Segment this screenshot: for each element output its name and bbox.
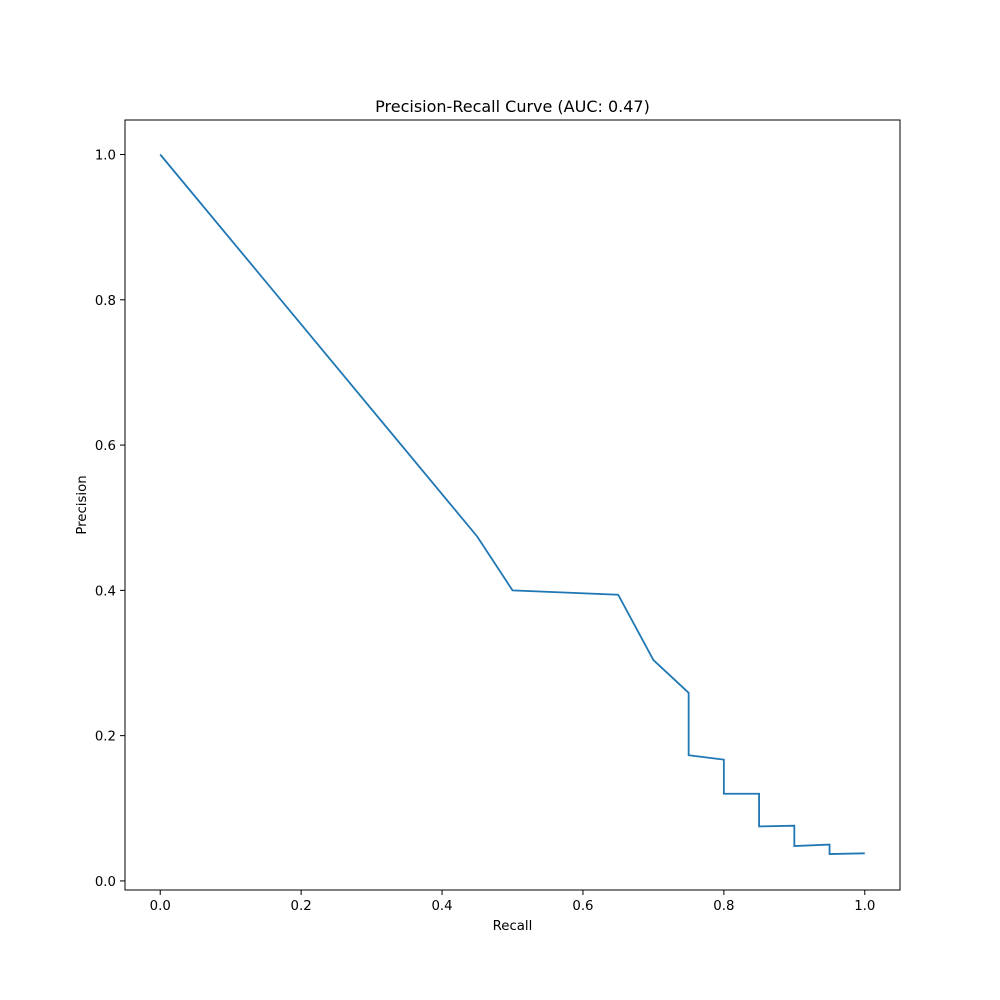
axes-frame — [124, 119, 901, 891]
plot-area — [159, 153, 865, 855]
x-tick-label: 0.4 — [431, 899, 452, 914]
x-tick-label: 0.0 — [150, 899, 171, 914]
x-tick-label: 0.6 — [572, 899, 593, 914]
y-tick-label: 1.0 — [95, 149, 116, 164]
y-axis: 0.0 0.2 0.4 0.6 0.8 1.0 — [95, 149, 125, 890]
y-tick-label: 0.4 — [95, 584, 116, 599]
x-tick-label: 0.8 — [713, 899, 734, 914]
chart-title: Precision-Recall Curve (AUC: 0.47) — [375, 97, 650, 116]
x-tick-label: 1.0 — [854, 899, 875, 914]
x-axis: 0.0 0.2 0.4 0.6 0.8 1.0 — [150, 890, 875, 914]
x-axis-label: Recall — [493, 919, 533, 934]
pr-curve-line — [159, 153, 865, 855]
y-axis-label: Precision — [75, 475, 90, 534]
y-tick-label: 0.6 — [95, 439, 116, 454]
x-tick-label: 0.2 — [291, 899, 312, 914]
y-tick-label: 0.2 — [95, 730, 116, 745]
y-tick-label: 0.8 — [95, 294, 116, 309]
y-tick-label: 0.0 — [95, 875, 116, 890]
